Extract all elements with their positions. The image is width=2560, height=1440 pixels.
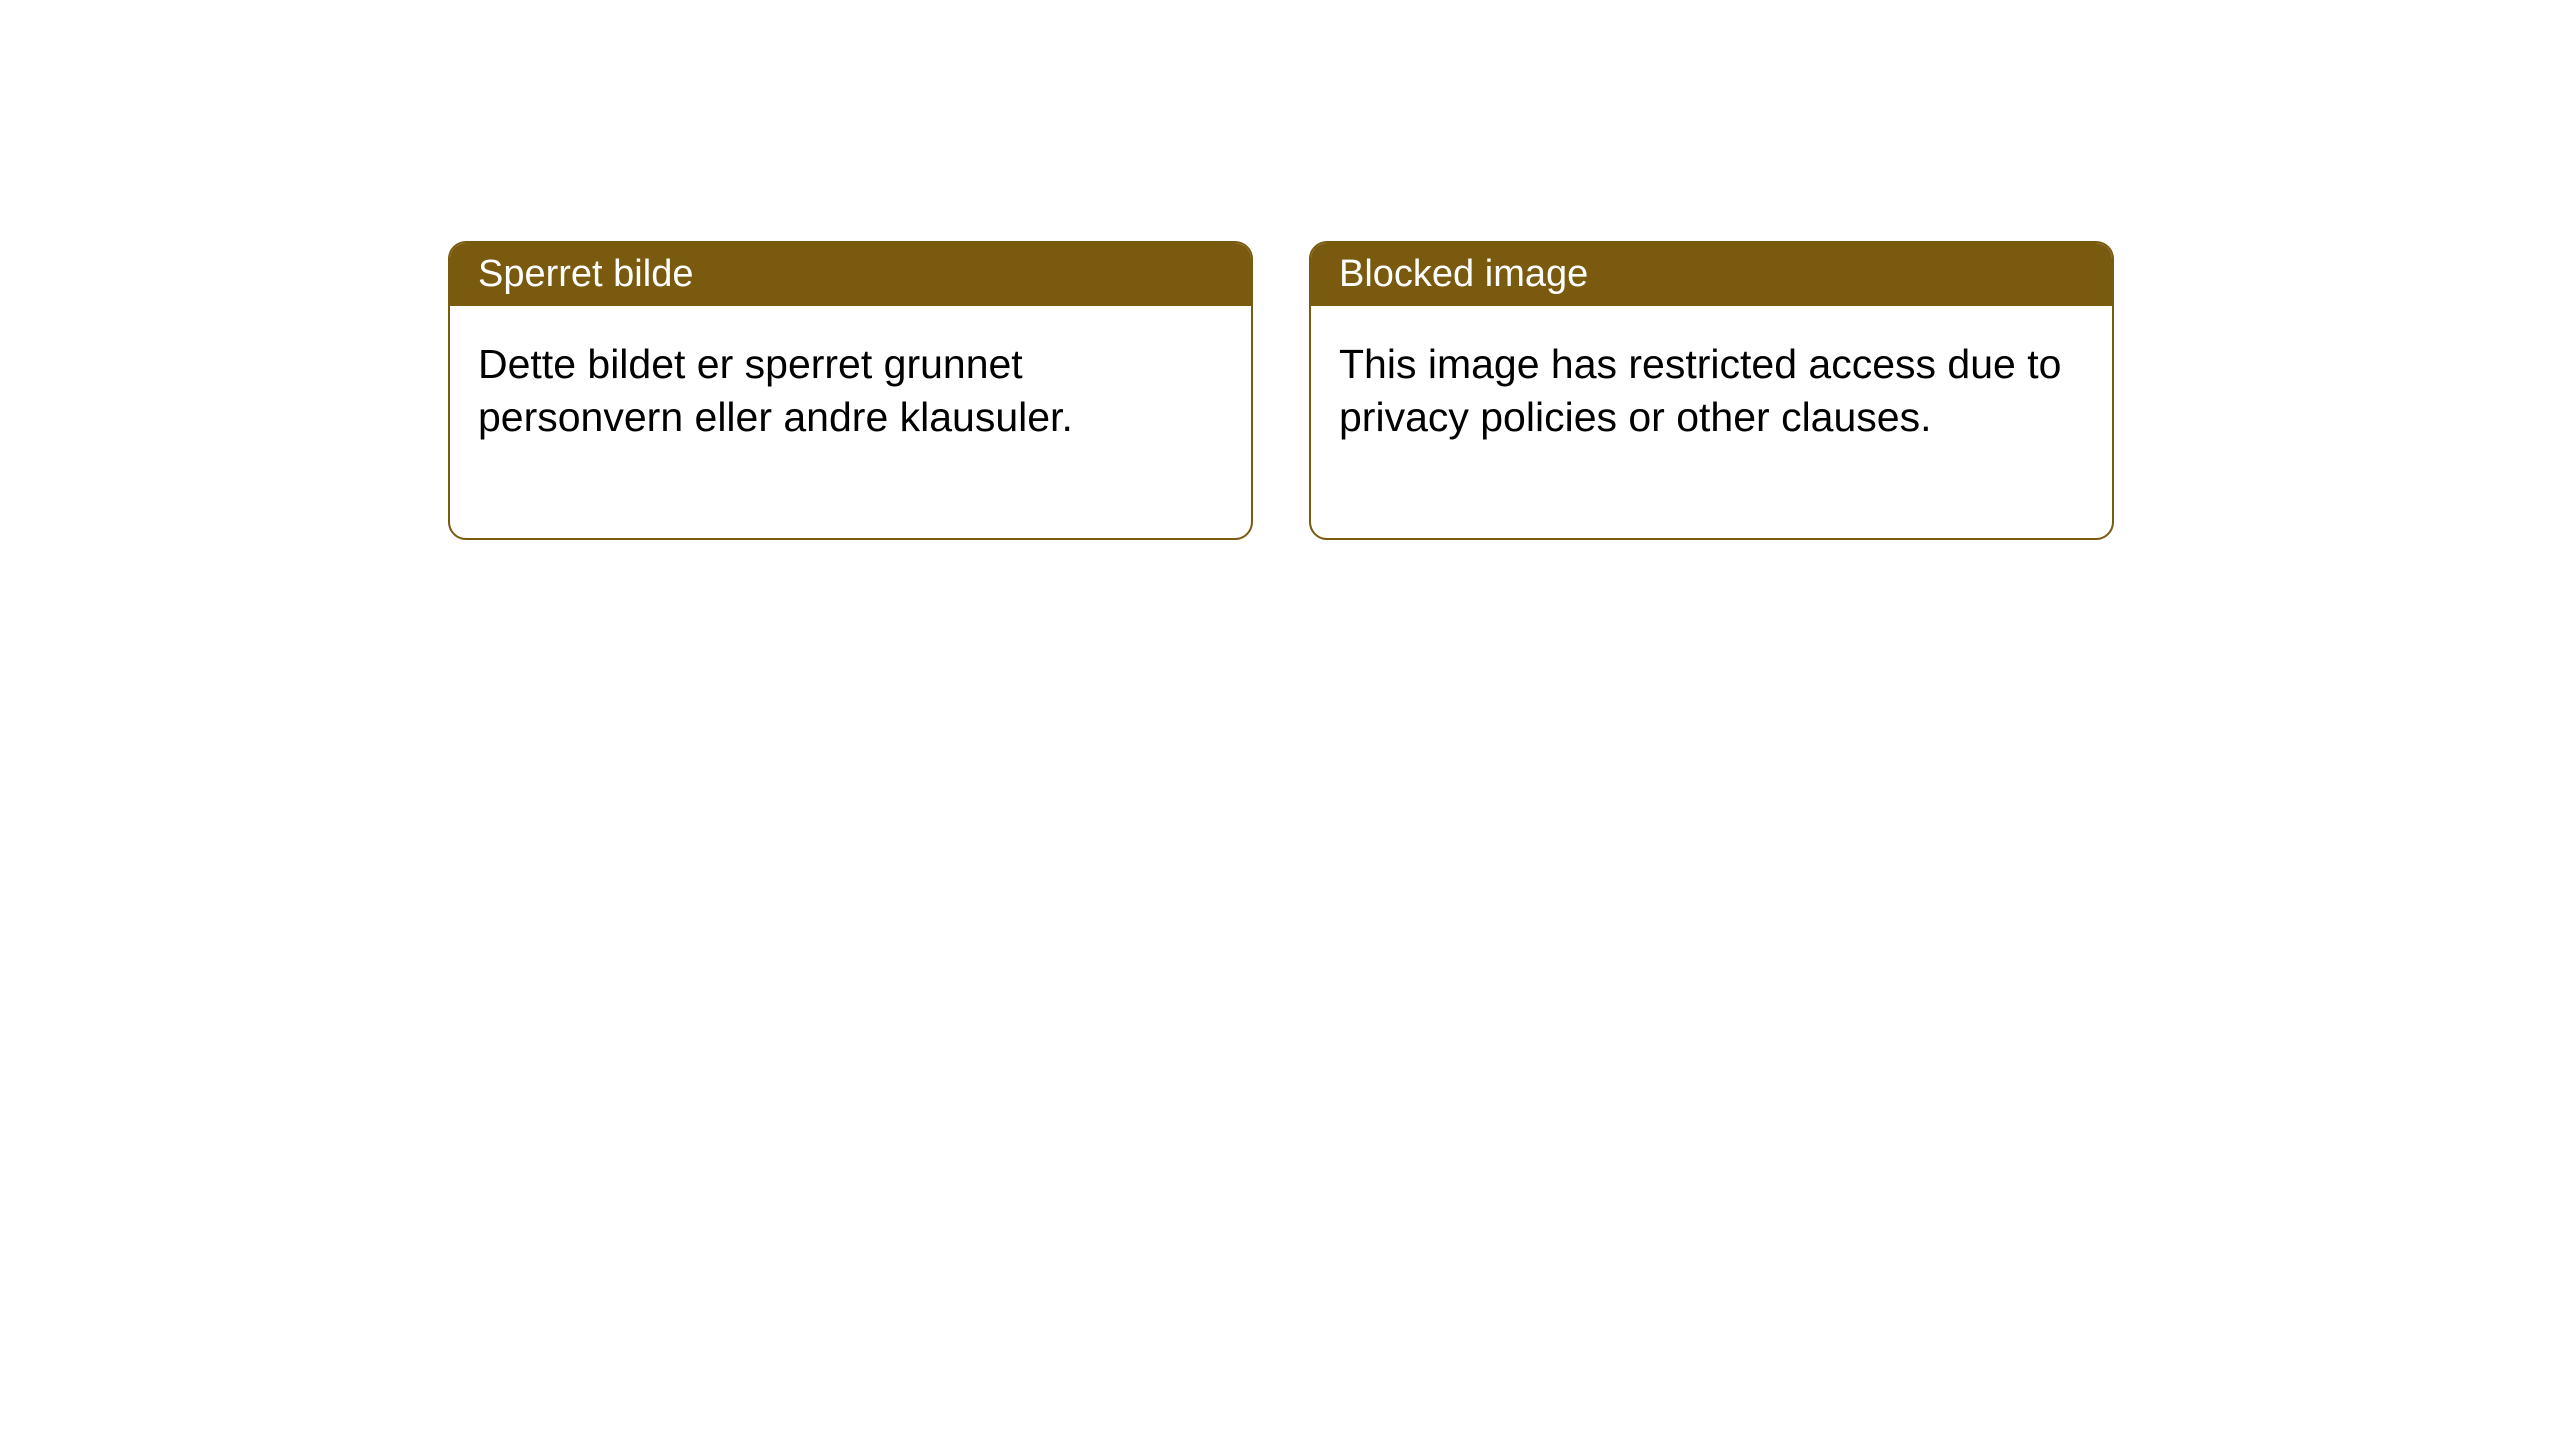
notice-card-english: Blocked image This image has restricted … (1309, 241, 2114, 540)
notice-card-norwegian: Sperret bilde Dette bildet er sperret gr… (448, 241, 1253, 540)
notice-title: Sperret bilde (450, 243, 1251, 306)
notice-body: Dette bildet er sperret grunnet personve… (450, 306, 1251, 538)
notice-container: Sperret bilde Dette bildet er sperret gr… (0, 0, 2560, 540)
notice-body: This image has restricted access due to … (1311, 306, 2112, 538)
notice-title: Blocked image (1311, 243, 2112, 306)
